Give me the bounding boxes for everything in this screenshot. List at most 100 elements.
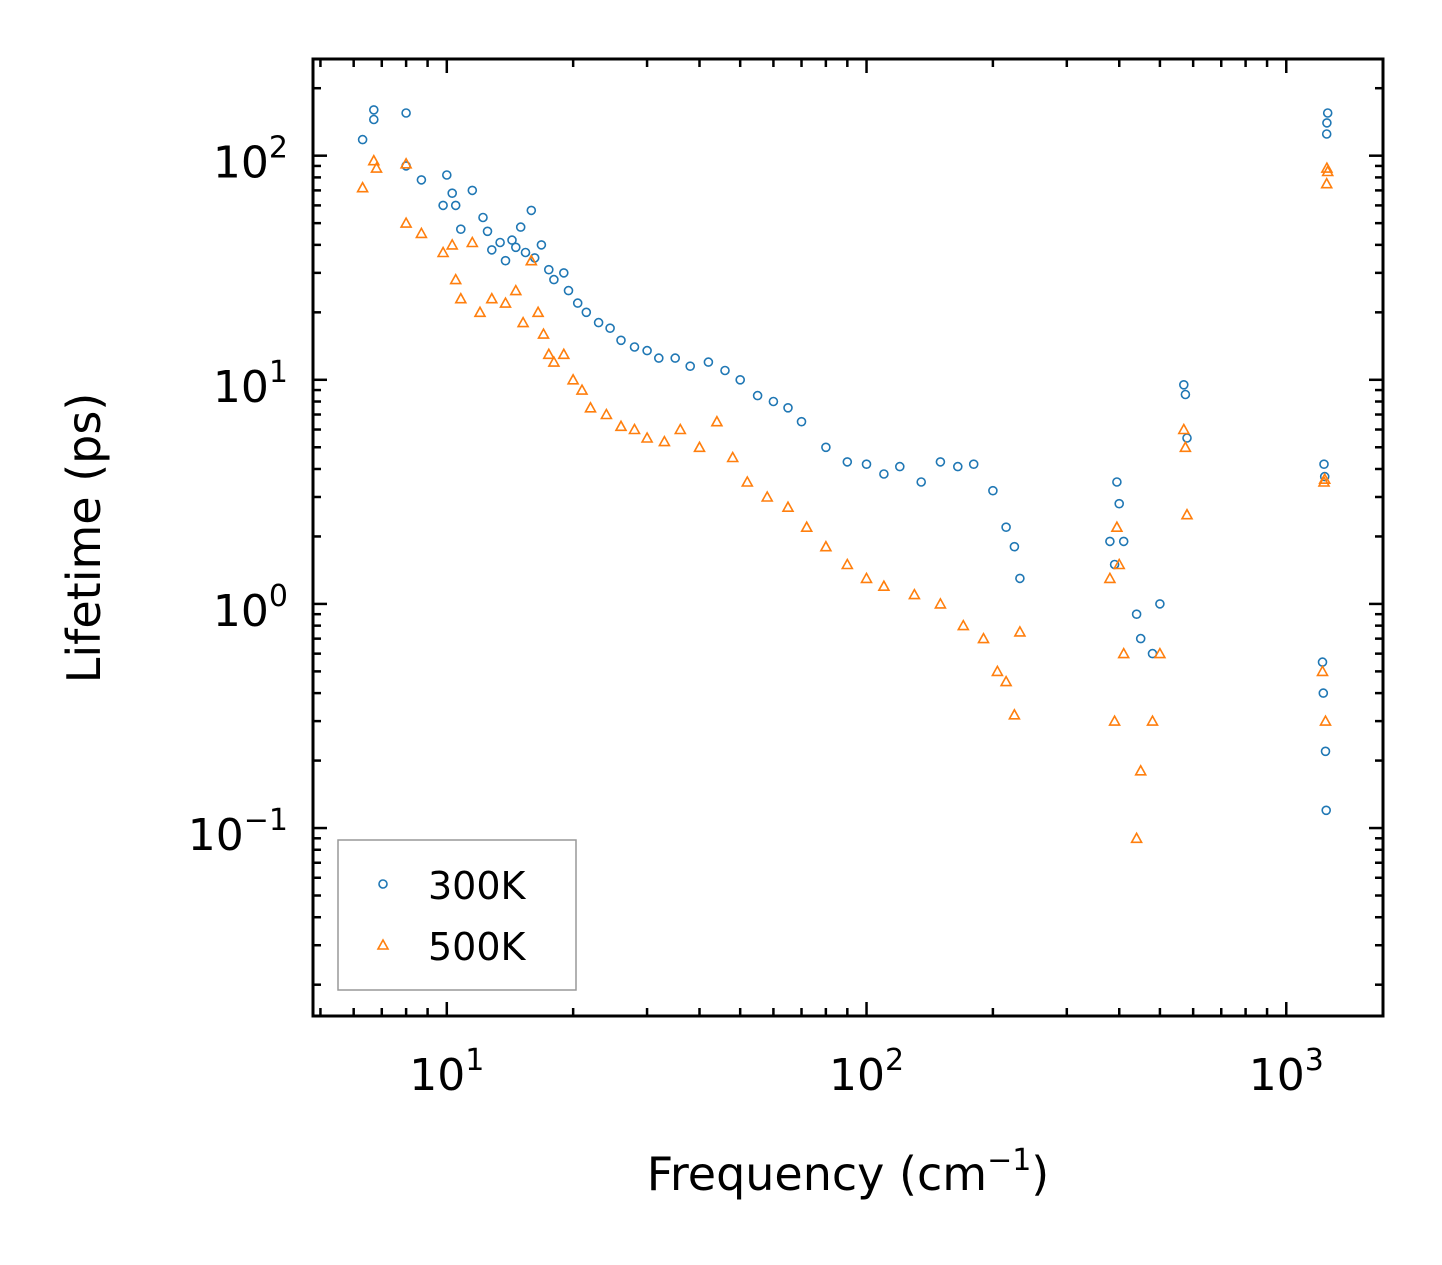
data-point <box>1103 571 1117 584</box>
legend-label-300k: 300K <box>428 864 527 908</box>
data-point <box>537 327 550 339</box>
data-point <box>1153 646 1167 659</box>
data-point <box>581 307 592 318</box>
data-point <box>1114 498 1124 509</box>
data-point <box>860 571 873 584</box>
data-point <box>510 242 521 253</box>
data-point <box>673 422 687 435</box>
data-point <box>1321 129 1332 139</box>
data-point <box>486 245 497 255</box>
data-point <box>605 323 615 334</box>
data-point <box>988 485 998 496</box>
data-point <box>482 226 493 237</box>
data-point <box>520 247 531 258</box>
data-point <box>467 185 478 196</box>
data-point <box>735 374 746 385</box>
data-point <box>536 240 547 250</box>
legend-marker-symbol <box>376 938 390 950</box>
data-point <box>399 157 413 169</box>
data-point <box>357 134 368 145</box>
data-point <box>557 347 571 360</box>
data-point <box>356 181 369 193</box>
data-point <box>642 345 652 356</box>
data-point <box>1320 746 1331 757</box>
data-series <box>356 105 1335 844</box>
x-tick-label: 101 <box>409 1043 484 1101</box>
data-point <box>572 298 583 308</box>
plot-frame <box>311 57 1385 1018</box>
legend-marker-symbol <box>378 879 388 889</box>
data-point <box>1001 522 1011 533</box>
data-point <box>531 305 545 318</box>
data-point <box>473 305 487 318</box>
data-point <box>416 175 427 185</box>
data-point <box>861 459 872 470</box>
data-point <box>934 597 947 609</box>
data-point <box>800 520 814 533</box>
data-point <box>1117 646 1131 659</box>
data-point <box>415 226 428 239</box>
data-point <box>441 170 452 180</box>
data-point <box>1009 541 1020 552</box>
data-point <box>1180 389 1191 400</box>
data-point <box>1146 714 1159 726</box>
tick-labels: 101 102 103 10−1 100 101 102 <box>188 131 1324 1101</box>
data-point <box>1321 164 1335 177</box>
data-point <box>454 292 468 304</box>
x-axis-label: Frequency (cm−1) <box>647 1143 1050 1201</box>
data-point <box>935 457 946 467</box>
data-point <box>640 431 654 443</box>
data-point <box>1316 664 1329 677</box>
data-point <box>1179 379 1189 390</box>
data-point <box>465 235 479 248</box>
data-point <box>999 674 1013 687</box>
data-point <box>368 105 379 115</box>
data-point <box>1110 520 1124 533</box>
data-point <box>447 188 458 198</box>
data-point <box>515 222 526 232</box>
data-point <box>367 154 381 166</box>
data-point <box>1015 573 1025 584</box>
data-point <box>740 475 754 487</box>
data-point <box>968 459 979 470</box>
data-point <box>584 401 597 413</box>
data-point <box>658 434 671 447</box>
data-point <box>1112 477 1122 487</box>
data-point <box>370 161 383 173</box>
data-point <box>768 396 779 407</box>
data-point <box>1318 472 1332 485</box>
data-point <box>455 224 466 234</box>
data-point <box>1320 161 1334 173</box>
x-tick-label: 102 <box>829 1043 904 1101</box>
data-point <box>1108 714 1121 726</box>
data-point <box>616 335 626 346</box>
data-point <box>1322 108 1333 118</box>
y-tick-label: 10−1 <box>188 803 288 861</box>
data-point <box>1321 805 1331 816</box>
series-300k <box>357 105 1333 816</box>
data-point <box>368 114 379 125</box>
data-point <box>600 407 613 420</box>
data-point <box>685 361 696 372</box>
data-point <box>1013 625 1027 637</box>
y-tick-label: 101 <box>213 355 288 413</box>
data-point <box>991 664 1004 677</box>
series-500k <box>356 154 1335 844</box>
data-point <box>478 212 488 223</box>
data-point <box>549 274 559 285</box>
data-point <box>956 618 970 631</box>
data-point <box>1112 557 1126 570</box>
data-point <box>1179 440 1192 453</box>
data-point <box>726 450 740 463</box>
data-point <box>499 296 512 308</box>
data-point <box>1318 688 1329 698</box>
data-point <box>500 255 511 266</box>
legend-marker-500k <box>376 938 390 950</box>
y-axis-label: Lifetime (ps) <box>57 393 111 684</box>
data-point <box>1182 433 1192 443</box>
data-point <box>449 272 463 285</box>
legend-box <box>337 839 577 991</box>
data-point <box>894 461 905 472</box>
data-point <box>1008 708 1021 720</box>
